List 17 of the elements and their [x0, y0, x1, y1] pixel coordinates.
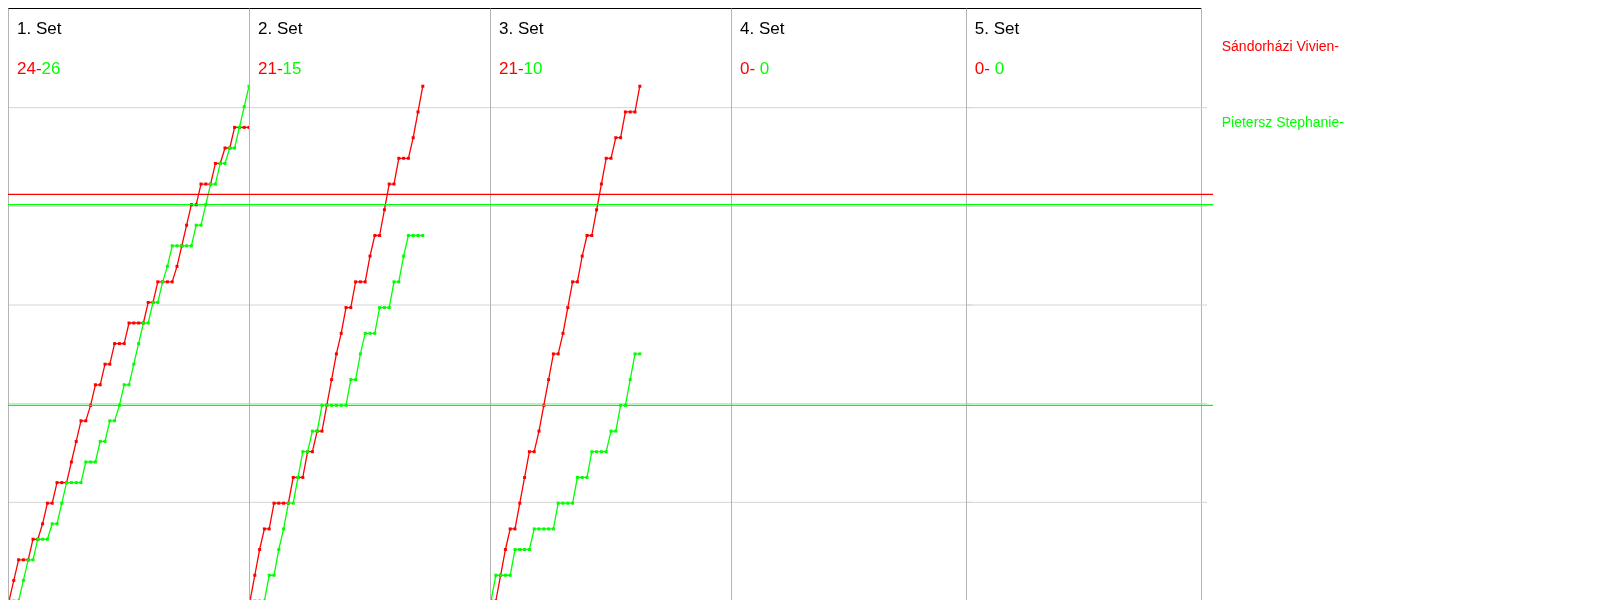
text: 0 — [994, 59, 1005, 78]
text: 21- — [499, 59, 524, 78]
text: 0- — [974, 59, 991, 78]
chart-title: 2. Set — [258, 19, 303, 39]
text: 4. Set — [740, 19, 785, 39]
chart-title: 3. Set — [499, 19, 544, 39]
text: 15 — [282, 59, 302, 78]
text: 5. Set — [974, 19, 1020, 39]
text: 26 — [41, 59, 61, 78]
text: Sándorházi Vivien- — [1221, 38, 1340, 54]
text: Pietersz Stephanie- — [1221, 114, 1345, 130]
text: 0 — [759, 59, 770, 78]
text: 24- — [17, 59, 42, 78]
chart-title: 1. Set — [17, 19, 62, 39]
text: 21- — [258, 59, 283, 78]
text: 10 — [523, 59, 543, 78]
text: 0- — [740, 59, 757, 78]
